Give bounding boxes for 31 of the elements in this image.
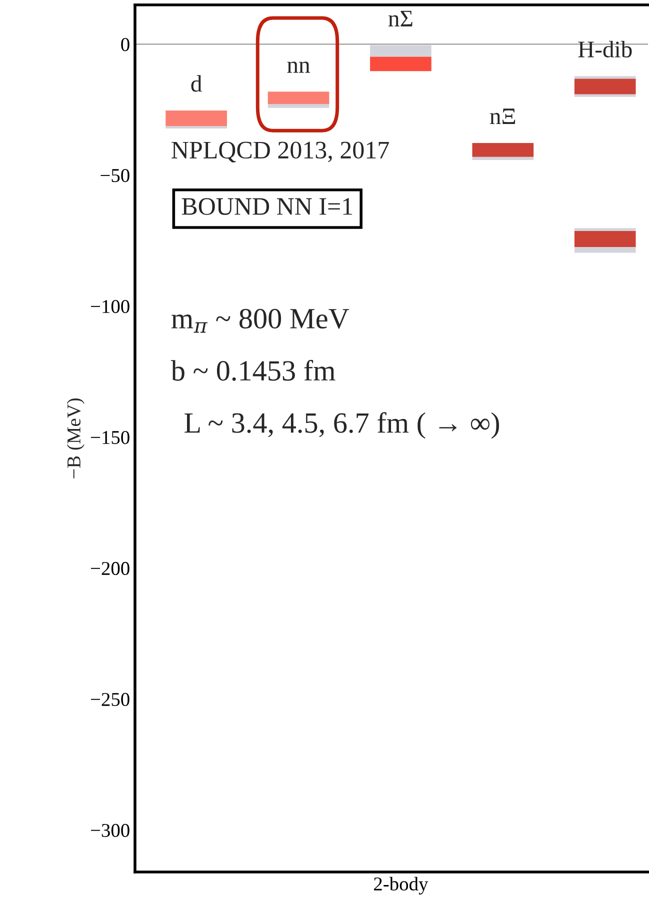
y-tick-label: 0: [121, 38, 130, 52]
x-tick-label: d: [191, 75, 202, 92]
y-tick-label: −50: [100, 168, 130, 182]
bar: [166, 126, 227, 129]
annotation: L ~ 3.4, 4.5, 6.7 fm ( → ∞): [184, 412, 500, 439]
x-tick-label: nΣ: [388, 10, 412, 26]
y-tick-label: −150: [90, 430, 130, 444]
y-tick-label: −200: [90, 562, 130, 576]
annotation: b ~ 0.1453 fm: [170, 360, 336, 381]
x-axis-title: 2-body: [374, 876, 428, 895]
bar: [370, 45, 432, 57]
y-axis-title: −B (MeV): [66, 398, 84, 478]
bar: [574, 76, 636, 79]
y-tick-label: −300: [90, 824, 130, 838]
y-tick-label: −100: [90, 300, 130, 314]
bar: [370, 56, 432, 72]
bar: [574, 228, 636, 231]
y-tick-label: −250: [90, 692, 130, 706]
bar: [574, 94, 636, 97]
x-tick-label: nn: [287, 62, 310, 73]
annotation: m$_{π}$ ~ 800 MeV: [172, 308, 350, 333]
annotation: NPLQCD 2013, 2017: [172, 142, 389, 162]
bar: [472, 156, 534, 160]
bar: [268, 104, 330, 108]
x-tick-label: H-dib: [578, 40, 632, 58]
bar: [574, 230, 636, 247]
x-tick-label: nΞ: [490, 108, 516, 124]
bar: [166, 110, 227, 126]
bar: [268, 92, 330, 104]
annotation: BOUND NN I=1: [182, 198, 352, 215]
bar: [574, 246, 636, 253]
